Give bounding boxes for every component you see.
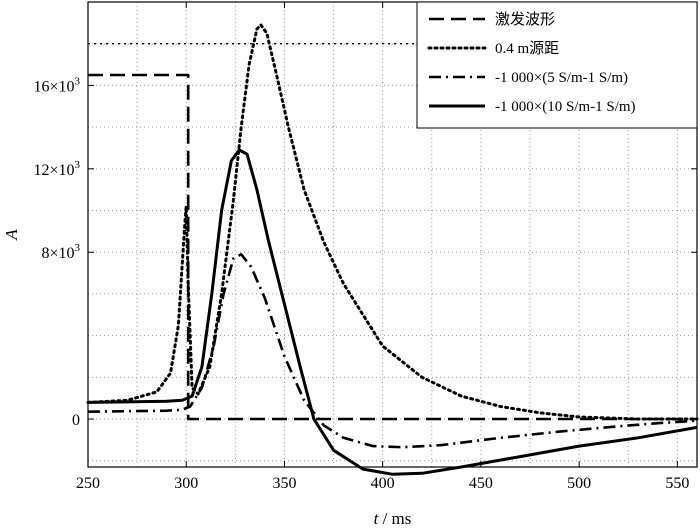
- y-tick-label: 8×103: [41, 242, 80, 262]
- series-line-4: [87, 148, 698, 476]
- legend-label: -1 000×(10 S/m-1 S/m): [495, 99, 636, 115]
- plot-frame: [87, 1, 698, 468]
- x-tick-label: 300: [174, 475, 198, 492]
- series-line-2: [86, 23, 699, 421]
- series-line-3: [87, 253, 698, 449]
- legend-label: 激发波形: [495, 11, 555, 28]
- x-tick-label: 350: [272, 475, 296, 492]
- y-tick-label: 16×103: [33, 75, 80, 95]
- y-axis-label: A: [2, 229, 21, 241]
- x-tick-label: 400: [371, 475, 395, 492]
- y-tick-label: 12×103: [33, 159, 80, 179]
- x-tick-label: 550: [665, 475, 689, 492]
- legend-label: -1 000×(5 S/m-1 S/m): [495, 70, 628, 86]
- y-tick-label: 0: [72, 412, 80, 429]
- x-tick-label: 500: [567, 475, 591, 492]
- x-tick-label: 450: [469, 475, 493, 492]
- x-tick-label: 250: [76, 475, 100, 492]
- legend: 激发波形 0.4 m源距 -1 000×(5 S/m-1 S/m) -1 000×(1…: [416, 1, 698, 129]
- tick-layer: 250 300 350 400 450 500 550 0 8×103 12×103 16×103: [33, 2, 697, 492]
- series-layer: [86, 23, 699, 476]
- x-axis-label: t / ms: [374, 509, 412, 528]
- legend-label: 0.4 m源距: [495, 40, 559, 57]
